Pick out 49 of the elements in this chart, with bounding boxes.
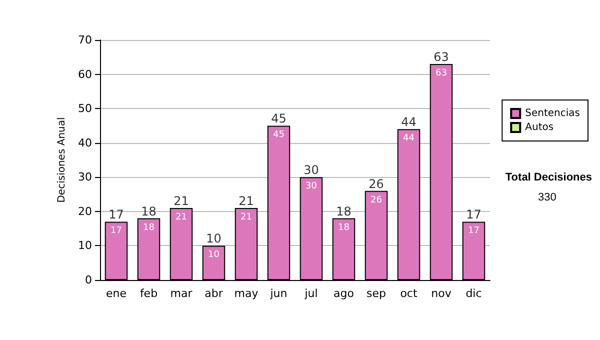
data-label: 18 xyxy=(338,222,350,233)
y-tick-label: 50 xyxy=(78,102,92,116)
x-tick-label: abr xyxy=(204,287,224,300)
legend-label: Sentencias xyxy=(525,108,580,119)
total-label: 21 xyxy=(238,194,254,208)
x-tick-label: dic xyxy=(466,287,482,300)
total-label: 63 xyxy=(434,50,449,64)
x-tick-label: ene xyxy=(106,287,127,300)
y-tick-label: 40 xyxy=(78,136,92,150)
total-label: 17 xyxy=(108,208,124,222)
data-label: 17 xyxy=(468,226,480,236)
y-tick-label: 60 xyxy=(78,68,92,81)
total-label: 21 xyxy=(174,194,189,208)
data-label: 17 xyxy=(110,226,122,236)
data-label: 44 xyxy=(403,134,415,144)
data-label: 45 xyxy=(273,130,284,140)
y-tick-label: 0 xyxy=(85,274,92,286)
x-tick-label: ago xyxy=(334,287,354,300)
data-label: 30 xyxy=(306,182,318,192)
data-label: 21 xyxy=(176,212,187,222)
x-tick-label: oct xyxy=(400,287,418,300)
total-label: 44 xyxy=(401,115,416,130)
x-tick-label: jun xyxy=(269,287,288,300)
x-tick-label: mar xyxy=(170,287,193,300)
x-tick-label: may xyxy=(234,287,259,300)
y-tick-label: 20 xyxy=(78,204,92,218)
data-label: 10 xyxy=(208,250,220,260)
x-tick-label: feb xyxy=(140,287,158,300)
x-tick-label: nov xyxy=(431,287,452,300)
text: 330 xyxy=(538,192,556,204)
total-label: 26 xyxy=(368,176,384,191)
total-label: 17 xyxy=(466,208,482,222)
y-tick-label: 70 xyxy=(78,34,92,46)
data-label: 63 xyxy=(436,68,447,78)
total-label: 30 xyxy=(304,163,319,178)
total-label: 45 xyxy=(271,112,286,126)
total-label: 18 xyxy=(336,204,352,218)
x-tick-label: jul xyxy=(304,287,318,300)
text: Total Decisiones xyxy=(505,172,592,184)
data-label: 21 xyxy=(240,212,252,222)
data-label: 26 xyxy=(370,195,382,206)
data-label: 18 xyxy=(143,222,155,233)
y-tick-label: 10 xyxy=(78,239,92,252)
y-axis-title: Decisiones Anual xyxy=(56,117,68,203)
x-tick-label: sep xyxy=(366,287,386,300)
y-tick-label: 30 xyxy=(78,170,92,184)
legend-label: Autos xyxy=(525,122,554,133)
total-label: 18 xyxy=(141,204,156,218)
total-label: 10 xyxy=(206,232,222,246)
